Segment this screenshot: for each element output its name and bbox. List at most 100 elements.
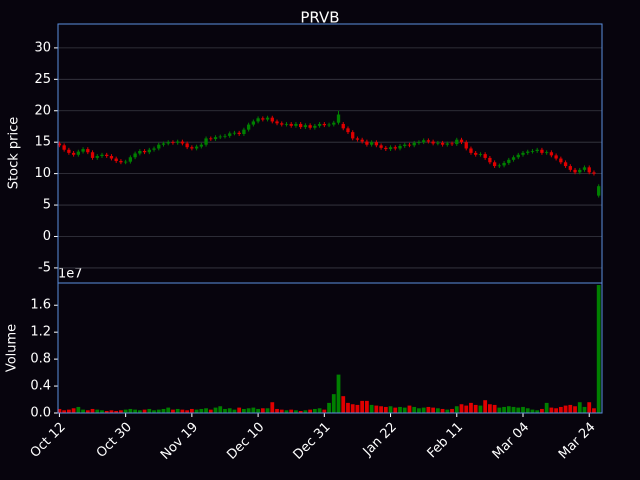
candle-body	[336, 114, 341, 123]
volume-bar	[530, 409, 535, 413]
candle-body	[204, 138, 208, 145]
candle-body	[303, 125, 308, 128]
volume-bar	[421, 407, 426, 413]
candle-body	[398, 145, 402, 149]
volume-bar	[355, 404, 360, 413]
volume-bar	[596, 285, 601, 413]
volume-bar	[251, 407, 256, 413]
candle-body	[332, 122, 336, 125]
candle-body	[209, 138, 213, 140]
candle-body	[360, 139, 364, 142]
candle-body	[261, 118, 265, 120]
candle-body	[185, 143, 189, 148]
volume-bar	[521, 406, 525, 413]
volume-bar	[279, 409, 284, 413]
volume-bar	[563, 405, 568, 413]
volume-bar	[175, 408, 180, 413]
volume-bar	[317, 408, 322, 413]
volume-bar	[487, 404, 492, 413]
volume-bar	[194, 409, 199, 413]
candle-body	[346, 128, 350, 133]
candle-body	[351, 132, 355, 139]
candle-body	[71, 152, 76, 155]
volume-bar	[62, 410, 67, 413]
volume-bar	[275, 408, 279, 413]
volume-bar	[284, 410, 289, 413]
candle-body	[57, 143, 62, 146]
volume-bar	[85, 410, 90, 413]
candle-body	[379, 145, 383, 148]
x-tick-label: Mar 24	[556, 420, 599, 463]
volume-bar	[109, 410, 114, 413]
candle-body	[341, 123, 345, 129]
candle-body	[464, 142, 468, 149]
volume-bar	[450, 408, 454, 413]
volume-bar	[587, 402, 592, 413]
candle-body	[369, 142, 374, 145]
volume-bar	[223, 408, 227, 413]
candle-body	[237, 132, 241, 135]
candle-body	[568, 166, 572, 170]
x-tick-label: Oct 12	[28, 420, 69, 461]
candle-body	[426, 140, 431, 142]
candle-body	[62, 145, 66, 150]
candle-body	[388, 147, 393, 150]
volume-bar	[398, 406, 402, 413]
candle-body	[559, 158, 563, 163]
volume-bar	[483, 400, 488, 413]
candle-body	[592, 172, 596, 174]
candle-body	[374, 142, 379, 146]
volume-bar	[435, 408, 440, 413]
volume-bar	[156, 409, 161, 413]
candle-body	[161, 143, 166, 145]
candle-body	[582, 167, 587, 170]
candle-body	[152, 148, 156, 150]
candle-body	[308, 125, 312, 128]
candle-body	[90, 152, 95, 158]
volume-bar	[90, 408, 95, 413]
volume-bar	[152, 410, 156, 413]
volume-bar	[208, 409, 213, 413]
volume-bar	[341, 396, 346, 413]
y-tick-label: 10	[34, 166, 51, 181]
candle-body	[142, 150, 147, 153]
candle-body	[270, 117, 274, 122]
volume-bar	[204, 408, 208, 413]
volume-bar	[218, 406, 223, 413]
volume-bar	[199, 408, 204, 413]
candle-body	[322, 123, 326, 126]
candle-body	[199, 144, 203, 147]
volume-bar	[71, 408, 76, 413]
volume-bar	[350, 404, 355, 413]
volume-bar	[554, 408, 559, 413]
candle-body	[138, 150, 142, 154]
volume-bar	[582, 406, 587, 413]
volume-bar	[369, 404, 374, 413]
candle-body	[133, 153, 137, 158]
volume-bar	[374, 405, 379, 413]
volume-panel-frame	[57, 282, 603, 414]
candle-body	[403, 144, 407, 146]
candle-body	[313, 125, 317, 128]
volume-bar	[393, 407, 398, 413]
volume-tick-label: 1.6	[30, 298, 51, 313]
volume-bar	[331, 394, 336, 413]
volume-bar	[417, 408, 421, 413]
volume-bar	[76, 406, 81, 413]
candle-body	[478, 154, 483, 155]
candle-body	[384, 147, 388, 150]
volume-bar	[412, 406, 417, 413]
volume-bar	[185, 410, 190, 413]
candle-body	[294, 123, 298, 126]
candle-body	[265, 117, 270, 120]
candle-body	[563, 162, 568, 167]
volume-bar	[95, 409, 100, 413]
candle-body	[275, 121, 279, 124]
volume-bar	[294, 410, 298, 413]
y-axis-label: Stock price	[7, 117, 22, 189]
candle-body	[365, 141, 369, 145]
candle-body	[502, 162, 506, 166]
volume-bar	[270, 402, 275, 413]
volume-bar	[237, 407, 242, 413]
